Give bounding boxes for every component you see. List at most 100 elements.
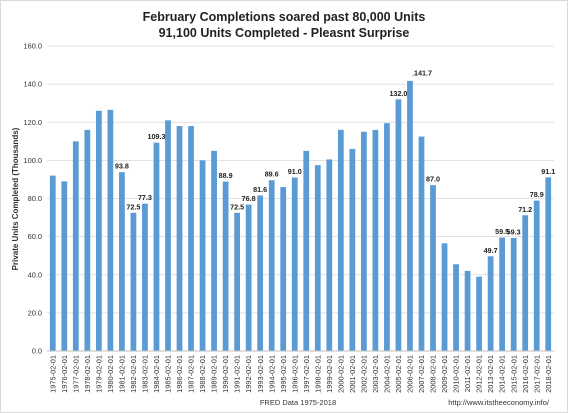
bar [234,212,241,351]
bar [407,80,413,352]
x-tick-label: 1989-02-01 [210,355,219,393]
x-tick-label: 2017-02-01 [532,355,541,393]
x-tick-label: 2014-02-01 [498,355,507,393]
bars [49,80,552,352]
data-label: 59.3 [507,227,521,236]
bar [119,172,125,351]
bar [430,185,436,351]
bar [522,215,529,351]
bar [72,141,79,351]
bar [441,243,448,351]
x-tick-label: 1995-02-01 [279,355,288,393]
data-label: 76.8 [242,194,256,203]
x-tick-label: 2006-02-01 [406,355,415,393]
bar [360,131,367,351]
x-tick-label: 1985-02-01 [164,355,173,393]
bar [384,123,390,351]
bar [176,126,183,351]
data-label: 87.0 [426,175,440,184]
x-tick-label: 2005-02-01 [394,355,403,393]
label-leader-line [411,73,417,77]
y-tick-label: 0.0 [32,347,42,356]
bar [222,181,229,351]
y-tick-label: 160.0 [24,42,43,51]
bar [326,159,333,351]
x-tick-label: 1975-02-01 [48,355,57,393]
x-tick-label: 1983-02-01 [141,355,150,393]
data-label: 141.7 [414,68,432,77]
chart-title-line1: February Completions soared past 80,000 … [143,10,426,24]
bar [280,187,287,351]
source-note: http://www.itstheeconomy.info/ [448,398,550,407]
x-tick-label: 2016-02-01 [521,355,530,393]
bar [211,150,217,351]
data-label: 88.9 [219,171,233,180]
data-label: 77.3 [138,193,152,202]
bar [107,109,114,351]
y-tick-label: 20.0 [28,308,42,317]
x-tick-label: 1998-02-01 [313,355,322,393]
bar [268,180,275,351]
bar [188,126,194,351]
x-tick-label: 2000-02-01 [336,355,345,393]
bar [372,129,379,351]
x-tick-label: 1980-02-01 [106,355,115,393]
bar [487,256,494,351]
data-label: 49.7 [484,246,498,255]
bar [61,181,68,351]
x-tick-label: 2003-02-01 [371,355,380,393]
bar [303,150,310,351]
y-tick-label: 80.0 [28,194,42,203]
x-tick-label: 1991-02-01 [233,355,242,393]
x-tick-label: 1996-02-01 [290,355,299,393]
data-label: 109.3 [147,132,165,141]
x-tick-label: 2002-02-01 [359,355,368,393]
x-tick-label: 2011-02-01 [463,355,472,392]
x-tick-label: 1984-02-01 [152,355,161,393]
x-tick-label: 1990-02-01 [221,355,230,393]
x-tick-label: 2008-02-01 [429,355,438,393]
x-tick-label: 1981-02-01 [117,355,126,393]
data-label: 59.5 [495,227,509,236]
data-label: 91.0 [288,167,302,176]
x-tick-label: 1994-02-01 [267,355,276,393]
data-label: 78.9 [530,190,544,199]
y-tick-label: 40.0 [28,270,42,279]
y-tick-label: 60.0 [28,232,42,241]
x-tick-label: 1999-02-01 [325,355,334,393]
data-label: 72.5 [230,202,244,211]
x-tick-label: 2015-02-01 [509,355,518,393]
y-tick-label: 100.0 [24,156,43,165]
bar [165,120,171,351]
bar [130,212,137,351]
x-tick-label: 2009-02-01 [440,355,449,393]
x-tick-label: 2012-02-01 [475,355,484,393]
x-axis-label: FRED Data 1975-2018 [260,398,336,407]
x-tick-label: 2001-02-01 [348,355,357,393]
x-tick-label: 2018-02-01 [544,355,553,393]
bar [349,148,356,351]
x-tick-label: 2013-02-01 [486,355,495,393]
x-tick-label: 2004-02-01 [383,355,392,393]
y-tick-label: 140.0 [24,80,43,89]
bar [464,270,471,351]
x-tick-label: 1977-02-01 [71,355,80,393]
bar [142,203,148,351]
x-tick-label: 2010-02-01 [452,355,461,393]
data-label: 81.6 [253,185,267,194]
bar [337,129,344,351]
bar [499,237,506,351]
x-tick-label: 1992-02-01 [244,355,253,393]
bar [291,177,298,351]
x-tick-label: 1993-02-01 [256,355,265,393]
bar [153,142,160,351]
bar [245,204,252,351]
bar [199,160,206,351]
bar [49,175,56,351]
x-tick-label: 1982-02-01 [129,355,138,393]
x-tick-label: 1997-02-01 [302,355,311,393]
x-tick-label: 1978-02-01 [83,355,92,393]
x-tick-label: 1979-02-01 [94,355,103,393]
bar [95,110,102,351]
